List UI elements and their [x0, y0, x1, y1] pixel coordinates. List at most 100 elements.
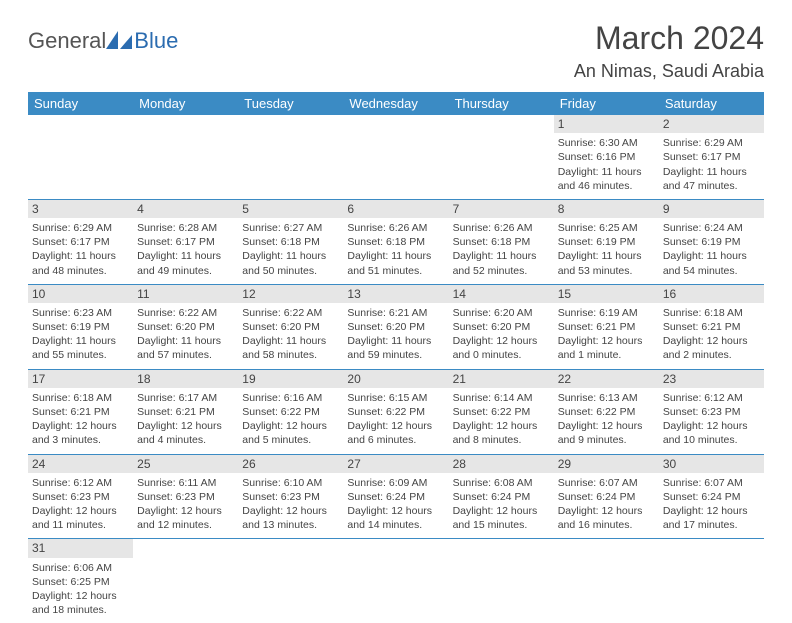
- day-cell: 17Sunrise: 6:18 AMSunset: 6:21 PMDayligh…: [28, 369, 133, 454]
- day-cell: 24Sunrise: 6:12 AMSunset: 6:23 PMDayligh…: [28, 454, 133, 539]
- cell-line-ss: Sunset: 6:18 PM: [242, 235, 339, 249]
- cell-line-ss: Sunset: 6:23 PM: [137, 490, 234, 504]
- cell-line-dl2: and 6 minutes.: [347, 433, 444, 447]
- cell-line-dl2: and 58 minutes.: [242, 348, 339, 362]
- cell-line-dl1: Daylight: 12 hours: [347, 504, 444, 518]
- cell-line-dl2: and 54 minutes.: [663, 264, 760, 278]
- cell-line-ss: Sunset: 6:22 PM: [242, 405, 339, 419]
- day-number: 8: [554, 200, 659, 218]
- day-cell: [449, 115, 554, 199]
- day-cell: 12 Sunrise: 6:22 AMSunset: 6:20 PMDayligh…: [238, 284, 343, 369]
- day-number: 18: [133, 370, 238, 388]
- cell-line-ss: Sunset: 6:19 PM: [558, 235, 655, 249]
- day-number: 16: [659, 285, 764, 303]
- day-number: 5: [238, 200, 343, 218]
- cell-line-ss: Sunset: 6:24 PM: [347, 490, 444, 504]
- day-cell: 11Sunrise: 6:22 AMSunset: 6:20 PMDayligh…: [133, 284, 238, 369]
- day-cell: [659, 539, 764, 623]
- cell-line-sr: Sunrise: 6:14 AM: [453, 391, 550, 405]
- cell-line-sr: Sunrise: 6:18 AM: [32, 391, 129, 405]
- cell-line-dl1: Daylight: 12 hours: [32, 504, 129, 518]
- day-cell: 20Sunrise: 6:15 AMSunset: 6:22 PMDayligh…: [343, 369, 448, 454]
- cell-line-dl1: Daylight: 12 hours: [32, 419, 129, 433]
- day-cell: 7Sunrise: 6:26 AMSunset: 6:18 PMDaylight…: [449, 199, 554, 284]
- cell-line-dl1: Daylight: 12 hours: [558, 419, 655, 433]
- day-cell: 26Sunrise: 6:10 AMSunset: 6:23 PMDayligh…: [238, 454, 343, 539]
- day-cell: 3Sunrise: 6:29 AMSunset: 6:17 PMDaylight…: [28, 199, 133, 284]
- cell-line-dl2: and 14 minutes.: [347, 518, 444, 532]
- cell-line-dl2: and 57 minutes.: [137, 348, 234, 362]
- cell-line-sr: Sunrise: 6:29 AM: [663, 136, 760, 150]
- cell-line-dl1: Daylight: 12 hours: [242, 419, 339, 433]
- cell-line-dl1: Daylight: 11 hours: [453, 249, 550, 263]
- cell-line-dl1: Daylight: 12 hours: [453, 334, 550, 348]
- cell-line-dl1: Daylight: 12 hours: [347, 419, 444, 433]
- day-cell: 6Sunrise: 6:26 AMSunset: 6:18 PMDaylight…: [343, 199, 448, 284]
- title-block: March 2024 An Nimas, Saudi Arabia: [574, 20, 764, 82]
- cell-line-dl2: and 9 minutes.: [558, 433, 655, 447]
- cell-line-dl2: and 12 minutes.: [137, 518, 234, 532]
- cell-line-dl1: Daylight: 12 hours: [453, 504, 550, 518]
- week-row: 17Sunrise: 6:18 AMSunset: 6:21 PMDayligh…: [28, 369, 764, 454]
- cell-line-dl1: Daylight: 12 hours: [137, 419, 234, 433]
- day-cell: 1Sunrise: 6:30 AMSunset: 6:16 PMDaylight…: [554, 115, 659, 199]
- day-number: 30: [659, 455, 764, 473]
- dayhead: Sunday: [28, 92, 133, 115]
- day-cell: 22Sunrise: 6:13 AMSunset: 6:22 PMDayligh…: [554, 369, 659, 454]
- cell-line-dl1: Daylight: 11 hours: [137, 334, 234, 348]
- cell-line-dl1: Daylight: 12 hours: [663, 334, 760, 348]
- day-number: 13: [343, 285, 448, 303]
- cell-line-sr: Sunrise: 6:08 AM: [453, 476, 550, 490]
- day-number: 4: [133, 200, 238, 218]
- calendar-table: SundayMondayTuesdayWednesdayThursdayFrid…: [28, 92, 764, 623]
- cell-line-sr: Sunrise: 6:25 AM: [558, 221, 655, 235]
- day-cell: 30Sunrise: 6:07 AMSunset: 6:24 PMDayligh…: [659, 454, 764, 539]
- day-cell: [343, 539, 448, 623]
- cell-line-ss: Sunset: 6:20 PM: [242, 320, 339, 334]
- cell-line-ss: Sunset: 6:24 PM: [558, 490, 655, 504]
- cell-line-dl2: and 13 minutes.: [242, 518, 339, 532]
- day-number: 11: [133, 285, 238, 303]
- cell-line-sr: Sunrise: 6:12 AM: [32, 476, 129, 490]
- cell-line-sr: Sunrise: 6:22 AM: [242, 306, 339, 320]
- day-number: 19: [238, 370, 343, 388]
- cell-line-sr: Sunrise: 6:16 AM: [242, 391, 339, 405]
- cell-line-dl1: Daylight: 12 hours: [453, 419, 550, 433]
- cell-line-sr: Sunrise: 6:07 AM: [558, 476, 655, 490]
- day-cell: 4Sunrise: 6:28 AMSunset: 6:17 PMDaylight…: [133, 199, 238, 284]
- cell-line-dl2: and 59 minutes.: [347, 348, 444, 362]
- cell-line-sr: Sunrise: 6:29 AM: [32, 221, 129, 235]
- cell-line-ss: Sunset: 6:21 PM: [32, 405, 129, 419]
- cell-line-dl1: Daylight: 12 hours: [32, 589, 129, 603]
- day-number: 9: [659, 200, 764, 218]
- day-number: 28: [449, 455, 554, 473]
- cell-line-dl1: Daylight: 12 hours: [137, 504, 234, 518]
- cell-line-dl2: and 49 minutes.: [137, 264, 234, 278]
- week-row: 1Sunrise: 6:30 AMSunset: 6:16 PMDaylight…: [28, 115, 764, 199]
- day-cell: 8Sunrise: 6:25 AMSunset: 6:19 PMDaylight…: [554, 199, 659, 284]
- cell-line-dl1: Daylight: 12 hours: [558, 334, 655, 348]
- cell-line-sr: Sunrise: 6:18 AM: [663, 306, 760, 320]
- day-number: 15: [554, 285, 659, 303]
- cell-line-ss: Sunset: 6:25 PM: [32, 575, 129, 589]
- dayhead-row: SundayMondayTuesdayWednesdayThursdayFrid…: [28, 92, 764, 115]
- cell-line-dl2: and 4 minutes.: [137, 433, 234, 447]
- cell-line-ss: Sunset: 6:23 PM: [32, 490, 129, 504]
- day-cell: [28, 115, 133, 199]
- cell-line-ss: Sunset: 6:24 PM: [453, 490, 550, 504]
- calendar-body: 1Sunrise: 6:30 AMSunset: 6:16 PMDaylight…: [28, 115, 764, 623]
- cell-line-dl1: Daylight: 12 hours: [242, 504, 339, 518]
- cell-line-dl1: Daylight: 11 hours: [32, 249, 129, 263]
- cell-line-dl1: Daylight: 11 hours: [558, 165, 655, 179]
- cell-line-dl2: and 11 minutes.: [32, 518, 129, 532]
- dayhead: Tuesday: [238, 92, 343, 115]
- cell-line-dl1: Daylight: 11 hours: [663, 165, 760, 179]
- cell-line-dl1: Daylight: 11 hours: [242, 334, 339, 348]
- day-cell: [133, 539, 238, 623]
- cell-line-dl2: and 10 minutes.: [663, 433, 760, 447]
- cell-line-ss: Sunset: 6:22 PM: [347, 405, 444, 419]
- logo: General Blue: [28, 28, 178, 54]
- day-number: 12: [238, 285, 343, 303]
- cell-line-dl1: Daylight: 12 hours: [663, 504, 760, 518]
- day-number: 7: [449, 200, 554, 218]
